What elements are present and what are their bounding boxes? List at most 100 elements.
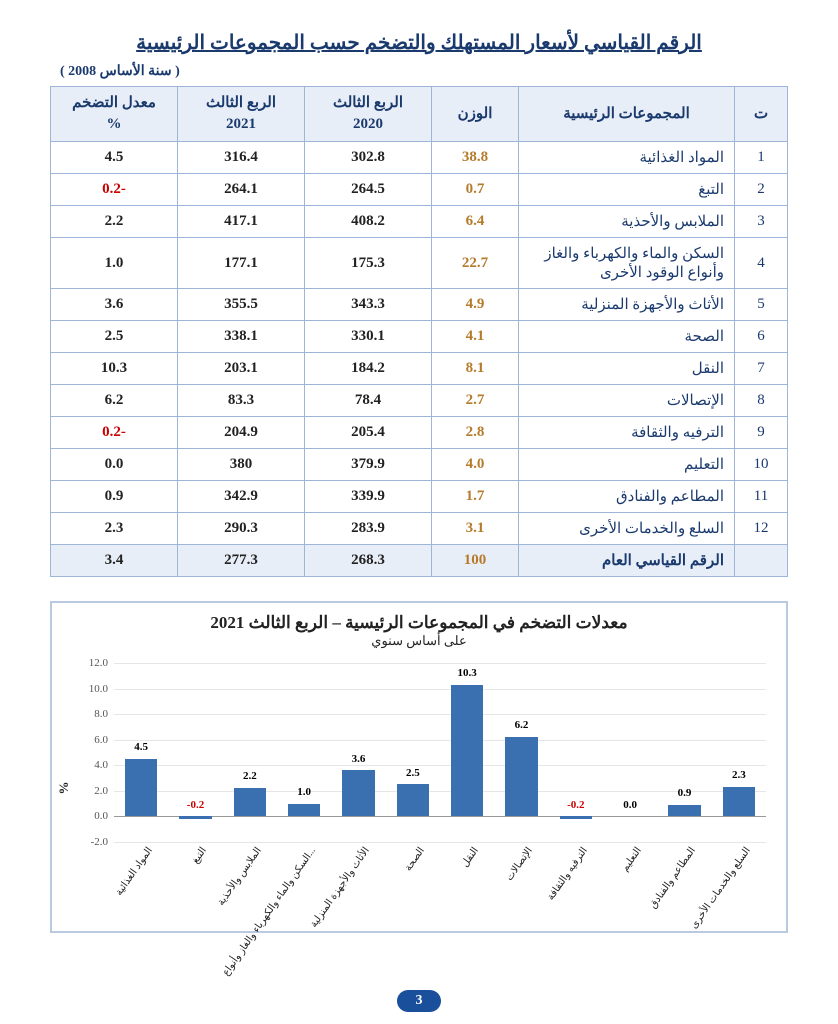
cell-idx: 10: [735, 449, 788, 481]
cell-group: النقل: [519, 353, 735, 385]
cell-idx: 1: [735, 142, 788, 174]
col-q2021: الربع الثالث 2021: [178, 87, 305, 142]
cell-group: الصحة: [519, 321, 735, 353]
cell-weight: 22.7: [432, 238, 519, 289]
cell-q2020: 78.4: [305, 385, 432, 417]
ytick-label: 0.0: [68, 810, 108, 822]
bar-slot: -0.2التبغ: [168, 663, 222, 842]
cpi-table: ت المجموعات الرئيسية الوزن الربع الثالث …: [50, 86, 788, 577]
cell-idx: 11: [735, 481, 788, 513]
cell-weight: 0.7: [432, 174, 519, 206]
bar-slot: -0.2الترفيه والثقافة: [549, 663, 603, 842]
bar: [342, 770, 375, 816]
cell-group: التبغ: [519, 174, 735, 206]
bar-category-label: النقل: [455, 842, 481, 869]
bar-value-label: 2.3: [701, 769, 777, 781]
cell-weight: 1.7: [432, 481, 519, 513]
bar: [560, 816, 593, 819]
bar-category-label: الملابس والأحذية: [211, 842, 264, 908]
cell-rate: -0.2: [51, 417, 178, 449]
cell-q2021: 290.3: [178, 513, 305, 545]
cell-q2021: 338.1: [178, 321, 305, 353]
cell-weight: 6.4: [432, 206, 519, 238]
col-group: المجموعات الرئيسية: [519, 87, 735, 142]
cell-q2020: 175.3: [305, 238, 432, 289]
cell-weight: 2.7: [432, 385, 519, 417]
cell-weight: 8.1: [432, 353, 519, 385]
table-row: 10التعليم4.0379.93800.0: [51, 449, 788, 481]
cell-idx: 9: [735, 417, 788, 449]
cell-q2021: 204.9: [178, 417, 305, 449]
cell-q2021: 264.1: [178, 174, 305, 206]
table-row: 4السكن والماء والكهرباء والغاز وأنواع ال…: [51, 238, 788, 289]
cell-idx: 6: [735, 321, 788, 353]
summary-q2020: 268.3: [305, 545, 432, 577]
cell-group: الترفيه والثقافة: [519, 417, 735, 449]
bar: [451, 685, 484, 817]
cell-idx: 8: [735, 385, 788, 417]
cell-q2021: 417.1: [178, 206, 305, 238]
summary-rate: 3.4: [51, 545, 178, 577]
cell-q2021: 380: [178, 449, 305, 481]
table-row: 1المواد الغذائية38.8302.8316.44.5: [51, 142, 788, 174]
bar-category-label: الترفيه والثقافة: [540, 842, 589, 902]
bar-slot: 2.3السلع والخدمات الأخرى: [712, 663, 766, 842]
cell-rate: 2.3: [51, 513, 178, 545]
chart-title: معدلات التضخم في المجموعات الرئيسية – ال…: [60, 613, 778, 633]
bar-category-label: الصحة: [398, 842, 427, 873]
col-rate: معدل التضخم %: [51, 87, 178, 142]
gridline: [114, 842, 766, 843]
cell-q2020: 184.2: [305, 353, 432, 385]
cell-group: السلع والخدمات الأخرى: [519, 513, 735, 545]
cell-rate: 0.9: [51, 481, 178, 513]
bar: [668, 805, 701, 817]
table-row: 2التبغ0.7264.5264.1-0.2: [51, 174, 788, 206]
cell-q2020: 343.3: [305, 289, 432, 321]
chart-subtitle: على أساس سنوي: [60, 633, 778, 649]
bar-category-label: التعليم: [615, 842, 644, 874]
table-header-row: ت المجموعات الرئيسية الوزن الربع الثالث …: [51, 87, 788, 142]
cell-rate: 6.2: [51, 385, 178, 417]
cell-group: التعليم: [519, 449, 735, 481]
document-page: الرقم القياسي لأسعار المستهلك والتضخم حس…: [0, 0, 838, 1024]
cell-q2020: 264.5: [305, 174, 432, 206]
cell-group: الأثاث والأجهزة المنزلية: [519, 289, 735, 321]
cell-q2021: 203.1: [178, 353, 305, 385]
col-idx: ت: [735, 87, 788, 142]
bar: [179, 816, 212, 819]
bar-slot: 0.0التعليم: [603, 663, 657, 842]
table-row: 11المطاعم والفنادق1.7339.9342.90.9: [51, 481, 788, 513]
chart-container: معدلات التضخم في المجموعات الرئيسية – ال…: [50, 601, 788, 933]
chart-plot: -2.00.02.04.06.08.010.012.04.5المواد الغ…: [114, 663, 766, 843]
cell-idx: 7: [735, 353, 788, 385]
bar: [397, 784, 430, 816]
bar-category-label: الإتصالات: [500, 842, 536, 883]
cell-rate: 10.3: [51, 353, 178, 385]
summary-q2021: 277.3: [178, 545, 305, 577]
bar-slot: 4.5المواد الغذائية: [114, 663, 168, 842]
cell-idx: 4: [735, 238, 788, 289]
page-number: 3: [397, 990, 441, 1012]
bar-slot: 6.2الإتصالات: [494, 663, 548, 842]
cell-rate: 0.0: [51, 449, 178, 481]
table-row: 9الترفيه والثقافة2.8205.4204.9-0.2: [51, 417, 788, 449]
cell-rate: -0.2: [51, 174, 178, 206]
cell-weight: 4.1: [432, 321, 519, 353]
bar-slot: 2.2الملابس والأحذية: [223, 663, 277, 842]
cell-rate: 1.0: [51, 238, 178, 289]
bar-slot: 0.9المطاعم والفنادق: [657, 663, 711, 842]
cell-q2021: 83.3: [178, 385, 305, 417]
ytick-label: -2.0: [68, 836, 108, 848]
bar-slot: 10.3النقل: [440, 663, 494, 842]
bar-category-label: السكن والماء والكهرباء والغاز وأنواع...: [216, 842, 318, 978]
bar: [125, 759, 158, 817]
ytick-label: 4.0: [68, 759, 108, 771]
cell-weight: 3.1: [432, 513, 519, 545]
col-weight: الوزن: [432, 87, 519, 142]
cell-idx: 3: [735, 206, 788, 238]
cell-q2020: 379.9: [305, 449, 432, 481]
cell-q2021: 316.4: [178, 142, 305, 174]
cell-rate: 2.2: [51, 206, 178, 238]
cell-q2021: 177.1: [178, 238, 305, 289]
ytick-label: 12.0: [68, 657, 108, 669]
